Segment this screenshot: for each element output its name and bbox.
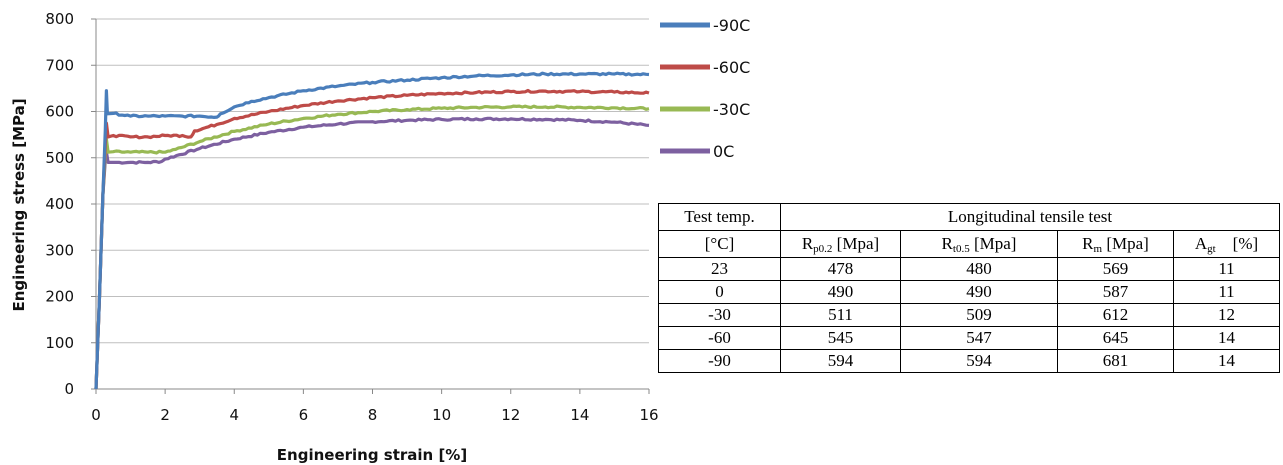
tensile-test-table: Test temp. Longitudinal tensile test [°C…	[658, 203, 1280, 373]
table-body: 23 478 480 569 11 0 490 490 587 11 -30 511 509 612 12-…	[658, 257, 1280, 373]
table-cell: 14	[1173, 349, 1280, 373]
x-tick-label: 4	[229, 406, 239, 424]
table-row: -30 511 509 612 12	[658, 303, 1280, 327]
x-tick-label: 6	[299, 406, 309, 424]
table-cell: 681	[1057, 349, 1174, 373]
table-cell: 478	[780, 257, 901, 281]
x-tick-label: 10	[432, 406, 451, 424]
y-tick-label: 500	[45, 149, 74, 167]
header-temp-unit: [°C]	[658, 230, 781, 258]
tensile-test-table-container: Test temp. Longitudinal tensile test [°C…	[658, 203, 1280, 373]
series-line--60C	[94, 88, 650, 390]
series-line--30C	[94, 104, 650, 390]
table-row: -90 594 594 681 14	[658, 349, 1280, 373]
table-cell: 490	[900, 280, 1058, 304]
legend-label: -90C	[713, 16, 750, 35]
x-tick-labels: 0 2 4 6 8 10 12 14 16	[91, 406, 658, 424]
x-tick-label: 2	[160, 406, 170, 424]
header-a-gt: Agt [%]	[1173, 230, 1280, 258]
table-cell: 480	[900, 257, 1058, 281]
x-tick-label: 16	[639, 406, 658, 424]
table-cell: -90	[658, 349, 781, 373]
table-cell: 11	[1173, 257, 1280, 281]
table-cell: 511	[780, 303, 901, 327]
header-r-p02: Rp0.2 [Mpa]	[780, 230, 901, 258]
y-tick-label: 200	[45, 288, 74, 306]
y-axis-title: Engineering stress [MPa]	[10, 98, 28, 311]
table-cell: 594	[780, 349, 901, 373]
header-test-temp: Test temp.	[658, 203, 781, 231]
table-cell: 587	[1057, 280, 1174, 304]
table-row: -60 545 547 645 14	[658, 326, 1280, 350]
table-cell: -60	[658, 326, 781, 350]
table-cell: 569	[1057, 257, 1174, 281]
chart-axes	[91, 18, 650, 394]
table-cell: 545	[780, 326, 901, 350]
table-cell: 547	[900, 326, 1058, 350]
y-tick-label: 0	[64, 380, 74, 398]
y-tick-label: 600	[45, 103, 74, 121]
x-axis-title: Engineering strain [%]	[277, 446, 467, 464]
series-line--90C	[94, 71, 650, 390]
table-cell: 509	[900, 303, 1058, 327]
table-cell: -30	[658, 303, 781, 327]
legend-label: -60C	[713, 58, 750, 77]
chart-legend: -90C -60C -30C 0C	[660, 16, 750, 161]
x-tick-label: 14	[570, 406, 589, 424]
table-row: 23 478 480 569 11	[658, 257, 1280, 281]
table-header-row-2: [°C] Rp0.2 [Mpa] Rt0.5 [Mpa] Rm [Mpa] Agt […	[658, 230, 1280, 258]
table-cell: 612	[1057, 303, 1174, 327]
series-line-0C	[94, 116, 650, 390]
header-r-t05: Rt0.5 [Mpa]	[900, 230, 1058, 258]
header-longitudinal-group: Longitudinal tensile test	[780, 203, 1280, 231]
x-tick-label: 8	[368, 406, 378, 424]
table-cell: 0	[658, 280, 781, 304]
y-tick-label: 300	[45, 241, 74, 259]
y-tick-label: 400	[45, 195, 74, 213]
table-header-row-1: Test temp. Longitudinal tensile test	[658, 203, 1280, 231]
table-cell: 14	[1173, 326, 1280, 350]
y-tick-label: 100	[45, 334, 74, 352]
y-tick-labels: 0 100 200 300 400 500 600 700 800	[45, 10, 74, 398]
x-tick-label: 12	[501, 406, 520, 424]
y-tick-label: 800	[45, 10, 74, 28]
y-tick-label: 700	[45, 56, 74, 74]
series-lines	[94, 71, 650, 390]
table-cell: 594	[900, 349, 1058, 373]
x-tick-label: 0	[91, 406, 101, 424]
table-cell: 12	[1173, 303, 1280, 327]
grid-lines	[96, 18, 649, 344]
table-cell: 490	[780, 280, 901, 304]
legend-label: 0C	[713, 142, 734, 161]
legend-label: -30C	[713, 100, 750, 119]
header-r-m: Rm [Mpa]	[1057, 230, 1174, 258]
table-cell: 23	[658, 257, 781, 281]
table-cell: 11	[1173, 280, 1280, 304]
table-row: 0 490 490 587 11	[658, 280, 1280, 304]
table-cell: 645	[1057, 326, 1174, 350]
